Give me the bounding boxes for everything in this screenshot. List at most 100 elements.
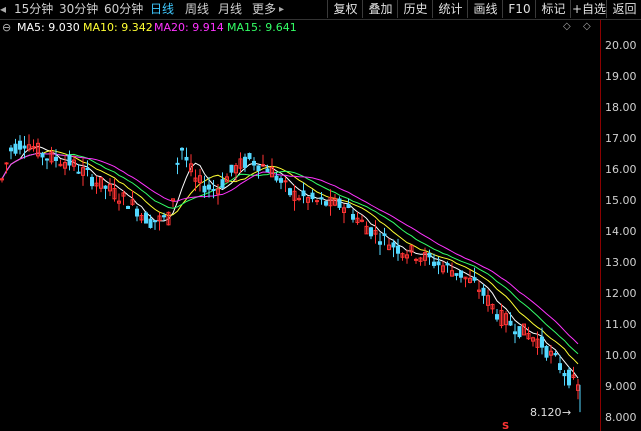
candle-body <box>193 177 198 182</box>
candle-body <box>121 192 126 197</box>
candle-body <box>27 144 31 151</box>
candle-body <box>319 197 324 200</box>
candle-body <box>526 333 531 340</box>
expand-icon[interactable]: ◇ <box>583 21 591 32</box>
candle-body <box>459 270 463 278</box>
candle-body <box>364 225 369 235</box>
tab-60min[interactable]: 60分钟 <box>104 2 144 16</box>
candle-body <box>391 242 396 248</box>
ma5-line <box>1 145 579 379</box>
candle-body <box>499 309 504 327</box>
tab-weekly[interactable]: 周线 <box>185 2 210 16</box>
candle-body <box>468 277 472 283</box>
candle-body <box>567 369 571 386</box>
more-arrow-icon[interactable]: ▸ <box>279 4 285 15</box>
candle-body <box>171 198 175 202</box>
candle-body <box>301 190 306 197</box>
candle-body <box>292 190 297 201</box>
add-watchlist-button[interactable]: +自选 <box>570 0 607 18</box>
candle-body <box>571 374 576 379</box>
sell-marker: S <box>502 421 509 431</box>
candle-body <box>310 192 315 200</box>
candle-body <box>108 183 112 192</box>
candle-body <box>346 203 351 209</box>
candle-body <box>157 215 162 221</box>
tab-more[interactable]: 更多 <box>252 2 277 16</box>
candle-body <box>117 200 121 204</box>
candle-body <box>184 156 189 161</box>
candle-body <box>40 153 45 158</box>
price-label: 19.00 <box>605 70 637 83</box>
candle-body <box>288 188 292 196</box>
toolbar: ◂ 15分钟 30分钟 60分钟 日线 周线 月线 更多 ▸ 复权 叠加 历史 … <box>0 0 641 20</box>
candle-body <box>445 263 450 266</box>
candle-body <box>22 145 27 149</box>
candle-body <box>355 217 360 224</box>
back-button[interactable]: 返回 <box>606 0 641 18</box>
candle-body <box>265 168 270 173</box>
draw-line-button[interactable]: 画线 <box>467 0 503 18</box>
price-label: 11.00 <box>605 318 637 331</box>
candle-body <box>454 273 459 276</box>
candle-body <box>85 167 90 170</box>
candle-body <box>112 187 117 200</box>
candle-body <box>504 313 508 326</box>
price-label: 16.00 <box>605 163 637 176</box>
restore-rights-button[interactable]: 复权 <box>327 0 363 18</box>
mark-button[interactable]: 标记 <box>535 0 571 18</box>
ma-legend: ⊖ MA5: 9.030 MA10: 9.342 MA20: 9.914 MA1… <box>0 19 600 37</box>
candle-body <box>31 146 36 150</box>
tab-monthly[interactable]: 月线 <box>218 2 243 16</box>
tab-15min[interactable]: 15分钟 <box>14 2 54 16</box>
candle-body <box>423 252 427 261</box>
price-label: 10.00 <box>605 349 637 362</box>
candle-body <box>517 326 522 338</box>
candlestick-chart[interactable]: 8.120 → S <box>0 37 600 431</box>
candle-body <box>436 261 441 266</box>
scroll-left-icon[interactable]: ◂ <box>0 2 7 16</box>
candle-body <box>45 158 49 161</box>
candle-body <box>18 140 22 150</box>
ma-toggle-icon[interactable]: ⊖ <box>2 21 12 34</box>
candle-body <box>283 180 288 183</box>
candle-body <box>562 372 567 377</box>
overlay-button[interactable]: 叠加 <box>362 0 398 18</box>
low-price-label: 8.120 <box>530 406 562 419</box>
candle-body <box>270 167 274 178</box>
candle-body <box>441 265 445 273</box>
low-price-arrow-icon: → <box>562 406 571 419</box>
ma10-label: MA10: 9.342 <box>83 21 153 34</box>
candle-body <box>328 196 333 207</box>
candle-body <box>81 167 85 176</box>
candle-body <box>189 163 193 173</box>
candle-body <box>472 277 477 281</box>
candle-body <box>513 331 517 335</box>
candle-body <box>130 199 135 205</box>
tab-30min[interactable]: 30分钟 <box>59 2 99 16</box>
candle-body <box>261 164 265 167</box>
candle-body <box>427 252 432 258</box>
candle-body <box>211 189 216 192</box>
f10-button[interactable]: F10 <box>502 0 536 18</box>
price-label: 13.00 <box>605 256 637 269</box>
candle-body <box>360 219 364 222</box>
candle-body <box>148 218 153 228</box>
collapse-icon[interactable]: ◇ <box>563 21 571 32</box>
candle-body <box>540 336 544 348</box>
candle-body <box>238 158 243 169</box>
candle-body <box>49 151 54 163</box>
statistics-button[interactable]: 统计 <box>432 0 468 18</box>
candle-body <box>387 244 391 251</box>
ma5-label: MA5: 9.030 <box>17 21 80 34</box>
candle-body <box>180 147 184 151</box>
candle-body <box>396 245 400 254</box>
tab-daily[interactable]: 日线 <box>150 2 175 16</box>
price-label: 9.000 <box>605 380 637 393</box>
ma15-line <box>1 152 579 355</box>
ma20-label: MA20: 9.914 <box>154 21 224 34</box>
candle-body <box>522 323 526 336</box>
candle-body <box>126 205 130 210</box>
history-button[interactable]: 历史 <box>397 0 433 18</box>
candle-body <box>243 156 247 168</box>
candle-body <box>549 350 553 356</box>
